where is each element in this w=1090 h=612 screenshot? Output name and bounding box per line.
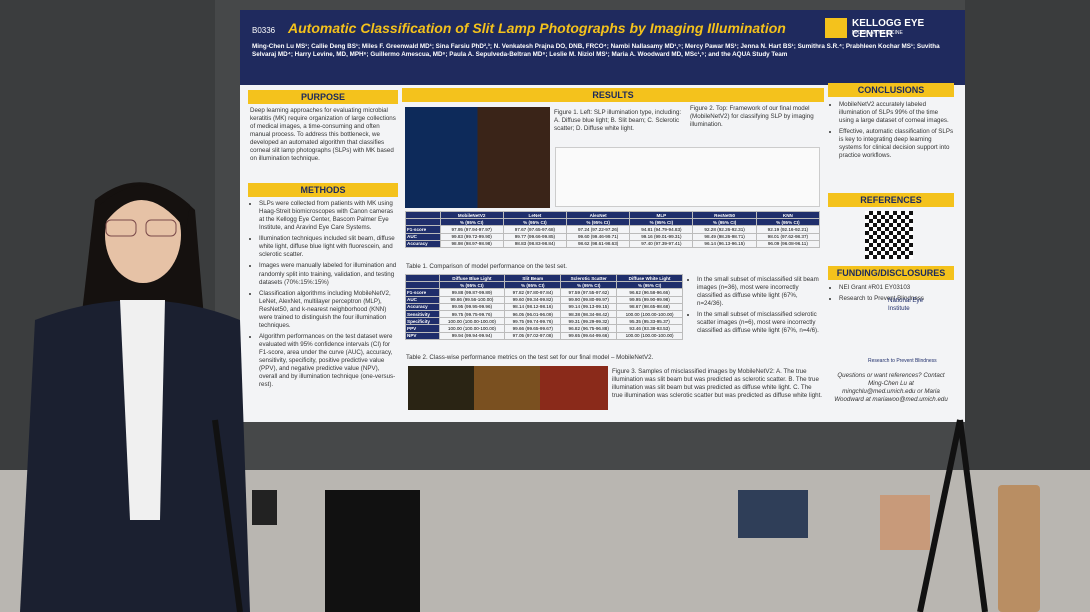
subheader: % (95% CI)	[616, 281, 683, 290]
cell: 96.62 (96.58-96.66)	[616, 288, 683, 297]
rpb-logo: Research to Prevent Blindness	[868, 358, 937, 364]
section-heading: FUNDING/DISCLOSURES	[828, 266, 954, 280]
table-1: MobileNetV2 LeNet AlexNet MLP ResNet50 KNN% (…	[405, 210, 821, 248]
section-heading: RESULTS	[402, 88, 824, 102]
bullet: In the small subset of misclassified sli…	[697, 276, 822, 308]
poster-id: B0336	[252, 26, 276, 35]
column-header: Sclerotic Scatter	[560, 273, 618, 283]
bullet: Images were manually labeled for illumin…	[259, 262, 398, 286]
qr-code	[865, 211, 913, 259]
section-heading: PURPOSE	[248, 90, 398, 104]
cell: 99.95 (99.90-99.98)	[616, 295, 683, 304]
subheader-row: % (95% CI)% (95% CI)% (95% CI)% (95% CI)…	[405, 218, 821, 227]
logo-m	[825, 18, 847, 38]
cell: 99.14 (99.13-99.15)	[560, 302, 618, 311]
results-bullets: In the small subset of misclassified sli…	[688, 276, 822, 338]
cell: 99.90 (99.80-99.97)	[560, 295, 618, 304]
table: MobileNetV2 LeNet AlexNet MLP ResNet50 KNN% (…	[405, 210, 821, 248]
section-heading: METHODS	[248, 183, 398, 197]
cell: 97.59 (97.55-97.62)	[560, 288, 618, 297]
cell: 96.82 (96.75-96.88)	[560, 324, 618, 333]
cell: 98.38 (98.34-98.42)	[560, 309, 618, 319]
cell: 99.31 (99.29-99.32)	[560, 317, 618, 326]
table-caption: Table 2. Class-wise performance metrics …	[406, 354, 654, 361]
visitors	[252, 490, 930, 612]
row: PPV 100.00 (100.00-100.00) 99.66 (99.65-99…	[405, 324, 683, 333]
poster-title: Automatic Classification of Slit Lamp Ph…	[288, 20, 786, 36]
bullet: Research to Prevent Blindness	[839, 295, 954, 303]
tube	[998, 485, 1040, 612]
methods-list: SLPs were collected from patients with M…	[250, 200, 398, 392]
figure-caption: Figure 3. Samples of misclassified image…	[612, 368, 823, 400]
bullet: Effective, automatic classification of S…	[839, 128, 954, 160]
section-heading: CONCLUSIONS	[828, 83, 954, 97]
bullet: SLPs were collected from patients with M…	[259, 200, 398, 232]
logo-sub: MICHIGAN MEDICINE	[852, 30, 903, 36]
header-row: MobileNetV2 LeNet AlexNet MLP ResNet50 KNN	[405, 210, 821, 220]
bullet: MobileNetV2 accurately labeled illuminat…	[839, 101, 954, 125]
poster: B0336 Automatic Classification of Slit L…	[240, 10, 965, 422]
bullet: NEI Grant #R01 EY03103	[839, 284, 954, 292]
row: Accuracy 98.98 (98.97-98.98) 98.83 (98.83-…	[405, 239, 821, 248]
contact: Questions or want references? Contact Mi…	[834, 372, 948, 404]
figure-caption: Figure 2. Top: Framework of our final mo…	[690, 105, 814, 129]
purpose-text: Deep learning approaches for evaluating …	[250, 107, 396, 163]
section-heading: REFERENCES	[828, 193, 954, 207]
table: Diffuse Blue Light Slit Beam Sclerotic Sca…	[405, 273, 683, 340]
easel	[212, 419, 988, 612]
row: NPV 99.94 (99.94-99.94) 97.05 (97.02-97.08…	[405, 331, 683, 340]
cell: 100.00 (100.00-100.00)	[616, 309, 683, 319]
subheader-row: % (95% CI)% (95% CI)% (95% CI)% (95% CI)	[405, 281, 683, 290]
row: Sensitivity 99.75 (99.75-99.76) 96.05 (96.…	[405, 309, 683, 319]
cell: 99.65 (99.64-99.66)	[560, 331, 618, 340]
header-row: Diffuse Blue Light Slit Beam Sclerotic Sca…	[405, 273, 683, 283]
framework-diagram	[555, 147, 820, 207]
funding-list: NEI Grant #R01 EY03103 Research to Preven…	[830, 284, 954, 306]
photo-grid	[405, 107, 550, 208]
conclusions-list: MobileNetV2 accurately labeled illuminat…	[830, 101, 954, 163]
board-right	[965, 0, 1090, 490]
cell: 95.35 (95.33-95.37)	[616, 317, 683, 326]
bullet: Algorithm performances on the test datas…	[259, 333, 398, 389]
photo-strip	[408, 366, 608, 410]
row: AUC 99.86 (99.56-100.00) 99.60 (99.34-99.8…	[405, 295, 683, 304]
cell: 98.67 (98.65-98.68)	[616, 302, 683, 311]
column-header: Diffuse White Light	[616, 273, 683, 283]
subheader: % (95% CI)	[560, 281, 618, 290]
bullet: In the small subset of misclassified scl…	[697, 311, 822, 335]
row: F1-score 97.95 (97.94-97.97) 97.67 (97.65-…	[405, 225, 821, 234]
cell: 93.46 (93.38-93.53)	[616, 324, 683, 333]
woman	[20, 182, 250, 612]
cell: 96.09 (96.08-96.11)	[755, 239, 821, 248]
table-caption: Table 1. Comparison of model performance…	[406, 263, 567, 270]
figure-caption: Figure 1. Left: SLP illumination type, i…	[554, 109, 682, 133]
row: Specificity 100.00 (100.00-100.00) 99.75 (…	[405, 317, 683, 326]
nei-logo: National Eye Institute	[888, 297, 924, 313]
row: F1-score 99.88 (99.87-99.89) 97.82 (97.80-…	[405, 288, 683, 297]
bullet: Illumination techniques included slit be…	[259, 235, 398, 259]
row: Accuracy 99.95 (99.95-99.96) 98.14 (98.12-…	[405, 302, 683, 311]
cell: 100.00 (100.00-100.00)	[616, 331, 683, 340]
logo: KELLOGG EYE CENTER	[852, 18, 925, 40]
table-2: Diffuse Blue Light Slit Beam Sclerotic Sca…	[405, 273, 683, 340]
bullet: Classification algorithms including Mobi…	[259, 290, 398, 330]
authors: Ming-Chen Lu MS¹; Callie Deng BS¹; Miles…	[252, 43, 940, 59]
